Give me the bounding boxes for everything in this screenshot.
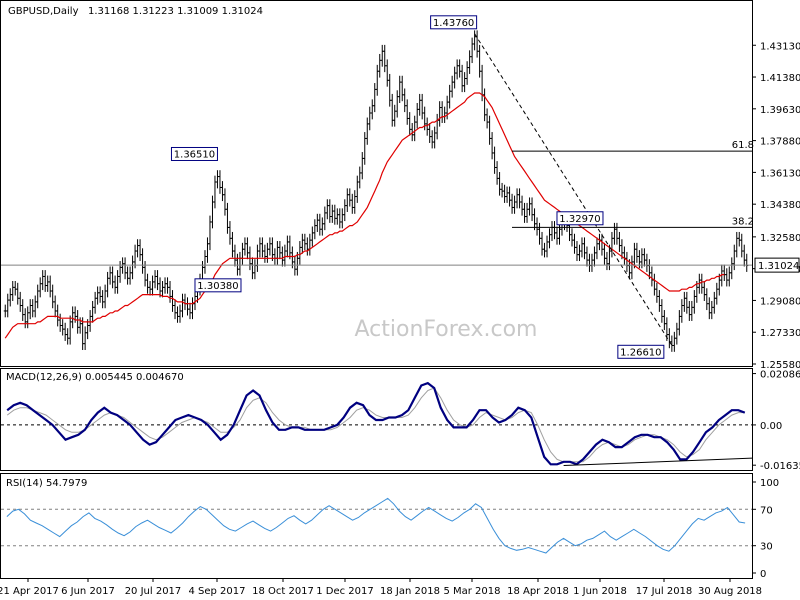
macd-axis-label: 0.00 [760, 421, 782, 432]
date-axis-group: 21 Apr 2017 6 Jun 2017 20 Jul 2017 4 Sep 20… [0, 578, 762, 597]
price-axis-label: 1.34380 [760, 200, 800, 211]
moving-average-line [4, 92, 725, 339]
date-axis-label: 17 Jul 2018 [636, 586, 693, 597]
level-label-box [556, 211, 604, 226]
level-label-box [430, 15, 478, 30]
date-axis-label: 18 Apr 2018 [507, 586, 569, 597]
price-axis-label: 1.32580 [760, 233, 800, 244]
current-price-box [754, 257, 800, 273]
date-axis-label: 5 Mar 2018 [443, 586, 500, 597]
price-bars-group [3, 30, 749, 352]
rsi-group: 100 70 30 0 [1, 478, 779, 580]
watermark-text: ActionForex.com [355, 317, 538, 342]
level-label-text: 1.32970 [559, 214, 600, 225]
date-axis-label: 1 Dec 2017 [316, 586, 374, 597]
current-price-label: 1.31024 [758, 261, 799, 272]
rsi-axis-label: 0 [760, 569, 766, 580]
level-label-box [194, 278, 242, 293]
level-label-box [617, 344, 665, 359]
date-axis-label: 18 Oct 2017 [252, 586, 314, 597]
price-axis-label: 1.43130 [760, 41, 800, 52]
level-label-text: 1.43760 [433, 18, 474, 29]
date-axis-label: 30 Aug 2018 [698, 586, 762, 597]
price-axis-label: 1.27330 [760, 328, 800, 339]
macd-axis-label: -0.016357 [760, 461, 800, 472]
date-axis-label: 20 Jul 2017 [125, 586, 182, 597]
rsi-axis-label: 100 [760, 478, 779, 489]
date-axis-label: 1 Jun 2018 [573, 586, 627, 597]
level-label-text: 1.26610 [620, 347, 661, 358]
date-axis-label: 4 Sep 2017 [188, 586, 245, 597]
price-axis-label: 1.37880 [760, 137, 800, 148]
price-axis-label: 1.39630 [760, 105, 800, 116]
rsi-line [6, 497, 746, 554]
rsi-axis-label: 70 [760, 505, 773, 516]
rsi-axis-label: 30 [760, 542, 773, 553]
level-label-box [170, 146, 218, 161]
date-axis-label: 21 Apr 2017 [0, 586, 59, 597]
macd-line [6, 381, 746, 466]
rsi-title: RSI(14) 54.7979 [6, 478, 87, 489]
level-label-text: 1.36510 [174, 149, 215, 160]
price-axis-label: 1.36130 [760, 168, 800, 179]
price-axis-label: 1.41380 [760, 73, 800, 84]
macd-axis-label: 0.020861 [760, 370, 800, 381]
price-axis-group: 1.43130 1.41380 1.39630 1.37880 1.36130 1.343… [752, 41, 800, 371]
macd-group: 0.020861 0.00 -0.016357 [1, 370, 800, 472]
trend-line [474, 33, 673, 346]
price-axis-label: 1.29080 [760, 296, 800, 307]
fib-level-label: 61.8 [732, 140, 754, 151]
macd-title: MACD(12,26,9) 0.005445 0.004670 [6, 372, 184, 383]
date-axis-label: 18 Jan 2018 [380, 586, 440, 597]
chart-symbol: GBPUSD,Daily [8, 6, 79, 17]
date-axis-label: 6 Jun 2017 [61, 586, 115, 597]
level-label-text: 1.30380 [197, 281, 238, 292]
rsi-panel-frame [0, 473, 753, 579]
macd-trend-line [563, 457, 753, 467]
ohlc-values: 1.31168 1.31223 1.31009 1.31024 [88, 6, 263, 17]
price-overlays-group: 61.8 38.2 1.43760 1.36510 1.30380 1.32970 1.26… [1, 15, 754, 359]
price-axis-label: 1.25580 [760, 360, 800, 371]
fib-level-label: 38.2 [732, 216, 754, 227]
